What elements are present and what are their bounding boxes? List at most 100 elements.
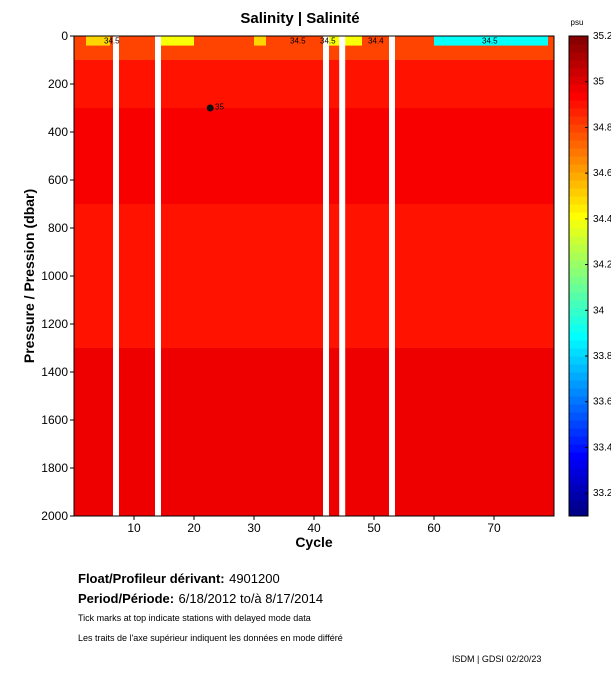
contour-label: 34.5: [104, 37, 120, 46]
contour-label: 34.5: [290, 37, 306, 46]
colorbar-segment: [569, 244, 588, 253]
colorbar-segment: [569, 204, 588, 213]
colorbar-tick-label: 34: [593, 305, 605, 316]
y-tick-label: 1400: [41, 365, 68, 379]
y-tick-label: 600: [48, 173, 68, 187]
x-tick-label: 10: [127, 521, 141, 535]
colorbar-segment: [569, 44, 588, 53]
salinity-band: [74, 204, 554, 348]
colorbar-segment: [569, 404, 588, 413]
colorbar-tick-label: 34.4: [593, 214, 611, 225]
colorbar-segment: [569, 484, 588, 493]
float-id-row: Float/Profileur dérivant: 4901200: [78, 570, 280, 588]
colorbar-segment: [569, 492, 588, 501]
colorbar-segment: [569, 420, 588, 429]
y-tick-label: 1600: [41, 413, 68, 427]
colorbar-segment: [569, 476, 588, 485]
colorbar-tick-label: 34.2: [593, 260, 611, 271]
colorbar-segment: [569, 220, 588, 229]
colorbar-segment: [569, 332, 588, 341]
y-tick-label: 2000: [41, 509, 68, 523]
x-tick-label: 60: [427, 521, 441, 535]
colorbar-segment: [569, 316, 588, 325]
contour-label: 34.5: [320, 37, 336, 46]
colorbar-segment: [569, 164, 588, 173]
colorbar-segment: [569, 252, 588, 261]
colorbar-segment: [569, 324, 588, 333]
y-tick-label: 1800: [41, 461, 68, 475]
x-tick-label: 30: [247, 521, 261, 535]
period-row: Period/Période: 6/18/2012 to/à 8/17/2014: [78, 590, 323, 608]
colorbar-tick-label: 34.8: [593, 122, 611, 133]
colorbar-segment: [569, 140, 588, 149]
colorbar-tick-label: 35.2: [593, 31, 611, 42]
colorbar-segment: [569, 372, 588, 381]
colorbar-segment: [569, 260, 588, 269]
y-tick-label: 1200: [41, 317, 68, 331]
salinity-band: [74, 108, 554, 204]
colorbar-tick-label: 33.6: [593, 397, 611, 408]
missing-profile-gap: [323, 36, 329, 516]
missing-profile-gap: [389, 36, 395, 516]
colorbar-segment: [569, 236, 588, 245]
colorbar-segment: [569, 172, 588, 181]
colorbar-segment: [569, 36, 588, 45]
colorbar-segment: [569, 300, 588, 309]
colorbar-segment: [569, 156, 588, 165]
salinity-band: [74, 60, 554, 108]
colorbar-segment: [569, 500, 588, 509]
colorbar-segment: [569, 52, 588, 61]
missing-profile-gap: [339, 36, 346, 516]
colorbar-unit: psu: [571, 18, 584, 27]
colorbar-segment: [569, 452, 588, 461]
colorbar-tick-label: 33.8: [593, 351, 611, 362]
colorbar-segment: [569, 396, 588, 405]
float-label: Float/Profileur dérivant:: [78, 571, 225, 586]
salinity-section-chart: Salinity | Salinité 34.5 34.5 34.5 34.4 34.5…: [21, 10, 611, 550]
x-tick-label: 50: [367, 521, 381, 535]
colorbar: 35.2 35 34.8 34.6 34.4 34.2 34 33.8 33.6 33.4 33.2: [568, 31, 611, 517]
colorbar-tick-label: 34.6: [593, 168, 611, 179]
chart-title: Salinity | Salinité: [240, 10, 359, 27]
colorbar-segment: [569, 228, 588, 237]
source-stamp: ISDM | GDSI 02/20/23: [452, 654, 542, 664]
colorbar-segment: [569, 340, 588, 349]
colorbar-segment: [569, 92, 588, 101]
colorbar-tick-label: 35: [593, 77, 605, 88]
contour-label: 34.4: [368, 37, 384, 46]
surface-low-salinity-patch: [86, 36, 110, 46]
colorbar-segment: [569, 412, 588, 421]
colorbar-segment: [569, 100, 588, 109]
contour-label: 34.5: [482, 37, 498, 46]
colorbar-segment: [569, 460, 588, 469]
colorbar-segment: [569, 124, 588, 133]
colorbar-segment: [569, 84, 588, 93]
x-axis-label: Cycle: [295, 534, 333, 550]
colorbar-segment: [569, 388, 588, 397]
colorbar-segment: [569, 356, 588, 365]
marker-point: [206, 104, 214, 112]
y-tick-label: 200: [48, 77, 68, 91]
contour-label: 35: [215, 103, 224, 112]
y-axis-label: Pressure / Pression (dbar): [21, 189, 37, 363]
colorbar-segment: [569, 508, 588, 517]
period-value: 6/18/2012 to/à 8/17/2014: [178, 591, 324, 606]
colorbar-tick-label: 33.2: [593, 488, 611, 499]
colorbar-segment: [569, 108, 588, 117]
colorbar-segment: [569, 212, 588, 221]
colorbar-segment: [569, 268, 588, 277]
period-label: Period/Période:: [78, 591, 175, 606]
x-axis: 10 20 30 40 50 60 70: [127, 516, 501, 535]
colorbar-frame: [568, 35, 589, 517]
colorbar-segment: [569, 188, 588, 197]
colorbar-segment: [569, 436, 588, 445]
colorbar-segment: [569, 116, 588, 125]
colorbar-segment: [569, 180, 588, 189]
colorbar-tick-label: 33.4: [593, 442, 611, 453]
colorbar-segment: [569, 196, 588, 205]
x-tick-label: 70: [487, 521, 501, 535]
y-tick-label: 800: [48, 221, 68, 235]
delayed-mode-note-fr: Les traits de l'axe supérieur indiquent …: [78, 633, 343, 643]
colorbar-segment: [569, 292, 588, 301]
y-tick-label: 0: [61, 29, 68, 43]
